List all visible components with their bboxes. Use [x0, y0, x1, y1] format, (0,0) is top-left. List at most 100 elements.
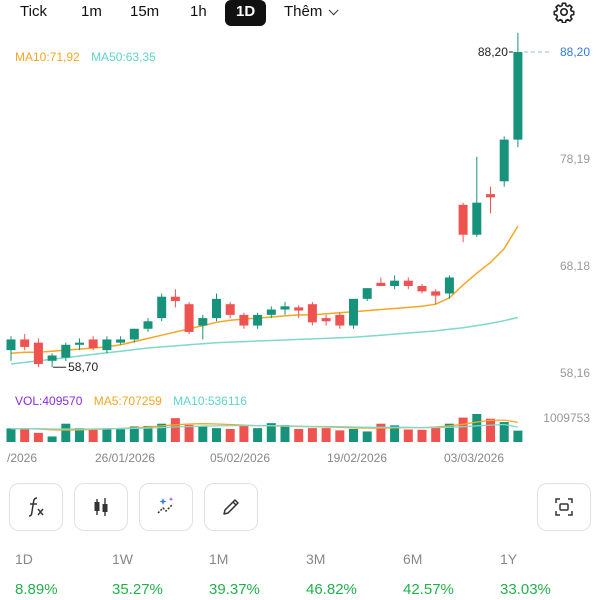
candle-body: [47, 355, 57, 361]
volume-bar: [6, 428, 16, 442]
volume-bar: [253, 428, 263, 442]
chevron-down-icon: [329, 5, 339, 16]
perf-label: 1D: [15, 551, 33, 567]
volume-bar: [143, 425, 153, 442]
volume-bar: [280, 425, 290, 442]
tab-15m[interactable]: 15m: [130, 3, 160, 20]
tab-more[interactable]: Thêm: [284, 0, 339, 26]
candlestick-icon: [94, 498, 108, 516]
price-chart[interactable]: 88,20 78,19 68,18 58,16 88,20 58,70 1009753/20…: [0, 30, 600, 470]
volume-bar: [349, 428, 358, 442]
low-marker-label: 58,70: [68, 360, 98, 374]
volume-bar: [294, 428, 304, 442]
candle-body: [129, 328, 139, 340]
x-axis-label: 05/02/2026: [210, 451, 270, 465]
volume-bar: [116, 428, 126, 442]
volume-bar: [239, 425, 249, 442]
ai-trend-button[interactable]: [139, 483, 193, 531]
price-axis-label: 78,19: [560, 152, 590, 166]
x-axis-label: 03/03/2026: [444, 451, 504, 465]
candle-body: [225, 304, 235, 315]
volume-bar: [198, 426, 208, 442]
high-marker-label: 88,20: [478, 45, 508, 59]
candle-body: [88, 339, 98, 348]
volume-bar: [33, 432, 43, 442]
volume-bar: [458, 417, 468, 442]
volume-bar: [170, 418, 180, 442]
pencil-icon: [223, 499, 239, 515]
volume-bar: [184, 424, 194, 442]
candle-body: [431, 291, 441, 296]
candle-body: [198, 318, 208, 326]
candle-body: [116, 339, 126, 343]
perf-value: 39.37%: [209, 581, 260, 598]
candle-body: [335, 314, 345, 326]
tab-1m[interactable]: 1m: [81, 3, 102, 20]
formula-icon: [28, 497, 44, 517]
volume-bar: [444, 423, 454, 442]
performance-row: 1D 8.89% 1W 35.27% 1M 39.37% 3M 46.82% 6…: [0, 541, 600, 600]
volume-bar: [362, 431, 372, 442]
volume-bar: [157, 423, 167, 442]
ma50-legend: MA50:63,35: [91, 50, 156, 64]
volume-bar: [499, 422, 509, 442]
draw-button[interactable]: [204, 483, 258, 531]
x-axis-label: 26/01/2026: [95, 451, 155, 465]
timeframe-tabs: Tick 1m 15m 1h 1D Thêm: [0, 0, 600, 26]
x-axis-label: 19/02/2026: [327, 451, 387, 465]
perf-label: 3M: [306, 551, 326, 567]
ma10-line: [10, 225, 519, 355]
volume-bar: [431, 427, 441, 442]
perf-label: 1M: [209, 551, 229, 567]
indicator-button[interactable]: [9, 483, 63, 531]
ma10-legend: MA10:71,92: [15, 50, 80, 64]
candle-body: [266, 309, 276, 315]
vol-legend: VOL:409570: [15, 394, 83, 408]
tab-tick[interactable]: Tick: [20, 3, 47, 20]
volume-bar: [225, 428, 235, 442]
volume-bar: [335, 430, 345, 442]
volume-bar: [321, 428, 331, 442]
candle-body: [362, 288, 372, 299]
vol-ma5-legend: MA5:707259: [93, 394, 162, 408]
candle-body: [61, 344, 71, 358]
candle-body: [102, 339, 112, 351]
volume-bar: [88, 429, 98, 442]
candle-body: [321, 318, 331, 322]
chart-type-button[interactable]: [74, 483, 128, 531]
candle-body: [349, 298, 358, 326]
ma50-line: [10, 316, 519, 365]
volume-bar: [129, 426, 139, 442]
candle-body: [280, 306, 290, 310]
candle-body: [417, 286, 427, 292]
candle-body: [486, 194, 495, 198]
volume-axis-label: 1009753: [543, 411, 590, 425]
gear-icon[interactable]: [553, 1, 575, 23]
candle-body: [513, 52, 523, 140]
tab-1h[interactable]: 1h: [190, 3, 207, 20]
candle-body: [75, 342, 84, 345]
chart-tools: [0, 483, 600, 533]
volume-bar: [472, 414, 482, 442]
volume-bar: [376, 423, 386, 442]
price-axis-label: 68,18: [560, 259, 590, 273]
volume-bar: [486, 418, 495, 442]
x-axis-label: /2026: [7, 451, 37, 465]
volume-bar: [61, 423, 71, 442]
capture-button[interactable]: [537, 483, 591, 531]
volume-bar: [75, 428, 84, 442]
ma-legend: MA10:71,92 MA50:63,35: [15, 50, 156, 64]
candle-body: [184, 304, 194, 332]
volume-legend: VOL:409570 MA5:707259 MA10:536116: [15, 394, 247, 408]
volume-bar: [20, 428, 30, 442]
volume-bar: [403, 429, 413, 442]
candle-body: [499, 139, 509, 182]
candle-body: [157, 296, 167, 319]
vol-ma10-legend: MA10:536116: [173, 394, 247, 408]
perf-label: 6M: [403, 551, 423, 567]
perf-value: 35.27%: [112, 581, 163, 598]
volume-bar: [102, 429, 112, 442]
candle-body: [444, 277, 454, 294]
volume-bar: [307, 428, 317, 442]
tab-1d[interactable]: 1D: [225, 0, 267, 26]
